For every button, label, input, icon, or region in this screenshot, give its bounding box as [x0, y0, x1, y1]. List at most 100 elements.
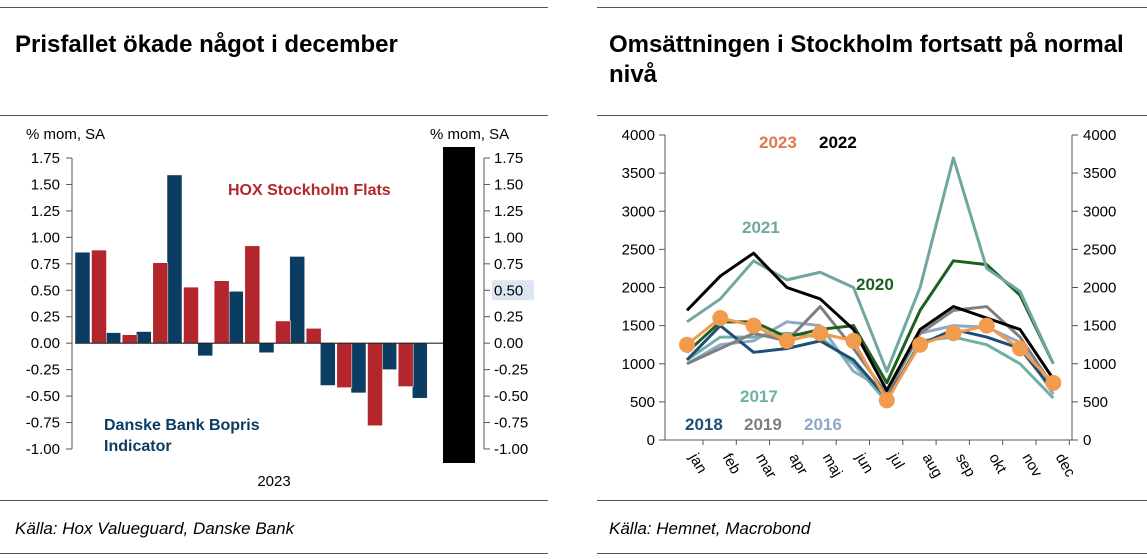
- bar-danske: [350, 342, 367, 394]
- bar-danske: [381, 342, 397, 370]
- y-tick-label-left: 3500: [622, 165, 655, 182]
- y-tick-label-right: 1500: [1083, 318, 1116, 335]
- series-label-danske-line2: Indicator: [104, 438, 172, 455]
- y-tick-label-left: 4000: [622, 127, 655, 144]
- y-tick-label-right: 2500: [1083, 241, 1116, 258]
- x-tick-label: jun: [852, 450, 877, 477]
- bar-danske: [136, 331, 152, 344]
- y-tick-label-right: 1.75: [494, 150, 523, 167]
- x-tick-label: apr: [785, 451, 811, 478]
- line-series-2018: [685, 324, 1055, 400]
- x-tick-label: maj: [819, 451, 846, 480]
- year-label-2016: 2016: [804, 415, 842, 434]
- bar-danske: [197, 342, 213, 357]
- y-tick-label-right: 1.00: [494, 229, 523, 246]
- y-tick-label-left: 0.75: [31, 256, 60, 273]
- y-tick-label-right: 0.00: [494, 335, 523, 352]
- line-series-2021: [686, 156, 1055, 373]
- y-tick-label-right: 0.50: [494, 282, 523, 299]
- series-label-hox: HOX Stockholm Flats: [228, 182, 391, 199]
- y-tick-label-left: 0: [647, 432, 655, 449]
- line-chart: 4000 4000 3500 3500 3000 3000 2500 2500 2000 2000…: [622, 127, 1117, 482]
- bar-danske: [166, 174, 183, 344]
- x-tick-label: okt: [985, 451, 1010, 478]
- marker-2023: [1045, 374, 1062, 391]
- y-tick-label-left: -0.25: [26, 362, 60, 379]
- year-label-2019: 2019: [744, 415, 782, 434]
- year-label-2017: 2017: [740, 387, 778, 406]
- right-chart-title: Omsättningen i Stockholm fortsatt på nor…: [609, 31, 1124, 88]
- y-tick-label-left: 0.50: [31, 282, 60, 299]
- x-axis-label: 2023: [257, 473, 290, 490]
- y-tick-label-left: -0.75: [26, 415, 60, 432]
- bar-hox: [152, 262, 169, 344]
- bar-danske: [228, 291, 244, 344]
- y-tick-label-right: 2000: [1083, 280, 1116, 297]
- marker-2023: [778, 332, 795, 349]
- bar-hox: [213, 280, 230, 344]
- bar-danske: [412, 342, 428, 399]
- y-tick-label-left: 0.25: [31, 309, 60, 326]
- bar-hox: [397, 342, 414, 387]
- bottom-rule: [597, 553, 1147, 554]
- source-rule: [597, 500, 1147, 501]
- title-rule: [0, 115, 548, 116]
- bar-danske: [258, 342, 275, 353]
- y-tick-label-left: -1.00: [26, 441, 60, 458]
- left-source: Källa: Hox Valueguard, Danske Bank: [15, 519, 295, 538]
- marker-2023: [912, 336, 929, 353]
- y-tick-label-left: 2500: [622, 241, 655, 258]
- title-rule: [597, 115, 1147, 116]
- top-rule: [0, 7, 548, 8]
- y-tick-label-right: 0.25: [494, 309, 523, 326]
- bottom-rule: [0, 553, 548, 554]
- right-source: Källa: Hemnet, Macrobond: [609, 519, 811, 538]
- y-tick-label-right: 0: [1083, 432, 1091, 449]
- bar-hox: [367, 342, 383, 426]
- year-label-2020: 2020: [856, 275, 894, 294]
- x-tick-label: nov: [1019, 451, 1046, 481]
- right-chart-panel: Omsättningen i Stockholm fortsatt på nor…: [597, 0, 1147, 559]
- y-tick-label-left: 2000: [622, 280, 655, 297]
- y-tick-label-left: 1.50: [31, 176, 60, 193]
- x-tick-label: aug: [919, 451, 946, 481]
- y-tick-label-right: 500: [1083, 394, 1108, 411]
- x-tick-label: feb: [719, 451, 744, 478]
- y-tick-label-left: 0.00: [31, 335, 60, 352]
- x-tick-label: jul: [885, 450, 908, 472]
- bar-danske: [74, 251, 91, 344]
- bar-hox: [91, 249, 107, 344]
- year-label-2023: 2023: [759, 133, 797, 152]
- marker-2023: [679, 336, 695, 353]
- y-tick-label-left: 1.75: [31, 150, 60, 167]
- x-tick-label: jan: [685, 450, 710, 477]
- top-rule: [597, 7, 1147, 8]
- marker-2023: [712, 310, 729, 326]
- bar-hox: [121, 334, 138, 344]
- y-tick-label-right: -1.00: [494, 441, 528, 458]
- year-label-2021: 2021: [742, 218, 780, 237]
- y-axis-label-left: % mom, SA: [26, 126, 105, 143]
- source-rule: [0, 500, 548, 501]
- highlighted-tick-bg: [492, 280, 534, 301]
- y-tick-label-left: 1500: [622, 318, 655, 335]
- y-tick-label-right: 3000: [1083, 203, 1116, 220]
- bar-chart: 1.75 1.75 1.50 1.50 1.25 1.25 1.00 1.00 0.75 0.75…: [26, 126, 534, 490]
- marker-2023: [978, 317, 995, 334]
- x-tick-label: mar: [752, 451, 780, 482]
- left-chart-panel: Prisfallet ökade något i december 1.75 1.…: [0, 0, 548, 559]
- bar-hox: [336, 342, 353, 388]
- y-tick-label-left: 1.00: [31, 229, 60, 246]
- y-tick-label-right: 1.50: [494, 176, 523, 193]
- marker-2023: [945, 325, 962, 342]
- marker-2023: [845, 332, 862, 349]
- x-tick-label: sep: [952, 451, 979, 480]
- bar-danske: [320, 342, 336, 386]
- bar-danske: [105, 332, 121, 344]
- y-tick-label-left: 500: [630, 394, 655, 411]
- series-label-danske-line1: Danske Bank Bopris: [104, 417, 260, 434]
- y-tick-label-left: 1.25: [31, 203, 60, 220]
- y-axis-label-right: % mom, SA: [430, 126, 509, 143]
- bar-hox: [275, 320, 291, 344]
- bar-hox: [305, 328, 322, 344]
